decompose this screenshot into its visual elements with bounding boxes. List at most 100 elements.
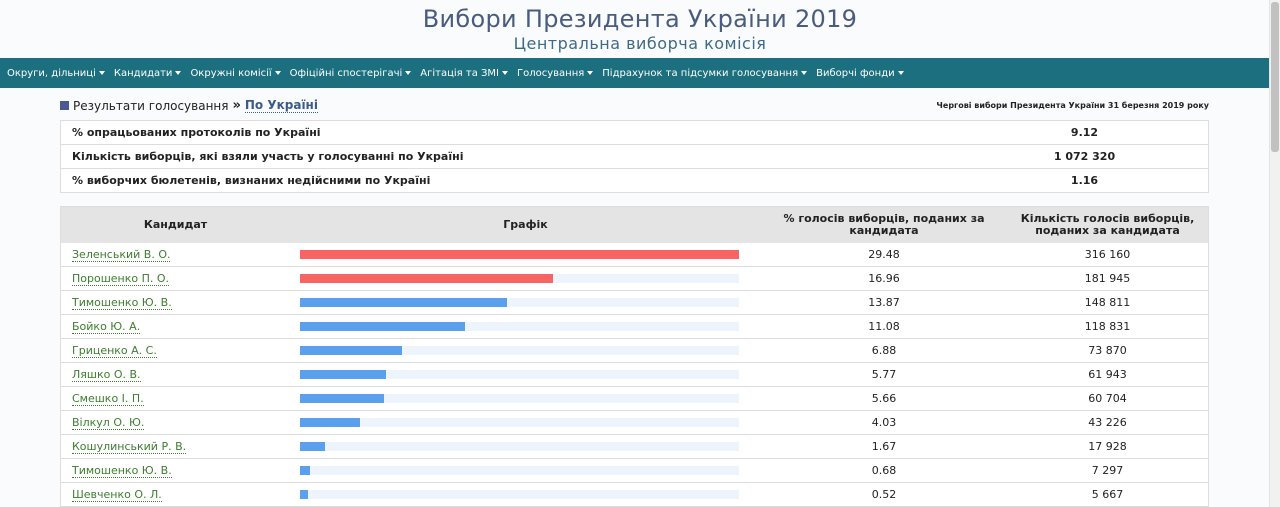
summary-label: % опрацьованих протоколів по Україні	[60, 120, 961, 145]
page-title: Вибори Президента України 2019	[422, 5, 858, 33]
votes-cell: 181 945	[1007, 266, 1209, 291]
nav-item-voting[interactable]: Голосування	[517, 67, 594, 79]
candidate-link[interactable]: Смешко І. П.	[72, 392, 144, 406]
candidate-link[interactable]: Гриценко А. С.	[72, 344, 157, 358]
candidate-link[interactable]: Тимошенко Ю. В.	[72, 464, 172, 478]
chevron-down-icon	[502, 71, 508, 75]
candidate-cell: Ляшко О. В.	[60, 362, 290, 387]
bar-fill	[300, 346, 403, 355]
nav-item-observers[interactable]: Офіційні спостерігачі	[290, 68, 412, 79]
table-row: Кошулинський Р. В. 1.67 17 928	[60, 434, 1209, 459]
summary-label: % виборчих бюлетенів, визнаних недійсним…	[60, 168, 961, 193]
nav-item-label: Агітація та ЗМІ	[420, 67, 499, 79]
candidate-cell: Вілкул О. Ю.	[60, 410, 290, 435]
percent-cell: 0.52	[761, 482, 1007, 507]
candidate-link[interactable]: Вілкул О. Ю.	[72, 416, 145, 430]
chart-cell	[290, 362, 761, 387]
bar-fill	[300, 298, 507, 307]
table-row: Ляшко О. В. 5.77 61 943	[60, 362, 1209, 387]
candidate-link[interactable]: Тимошенко Ю. В.	[72, 296, 172, 310]
candidate-cell: Бойко Ю. А.	[60, 314, 290, 339]
vertical-scrollbar[interactable]	[1269, 0, 1280, 507]
votes-cell: 316 160	[1007, 243, 1209, 267]
candidate-link[interactable]: Шевченко О. Л.	[72, 488, 162, 502]
table-row: Зеленський В. О. 29.48 316 160	[60, 243, 1209, 267]
candidate-link[interactable]: Порошенко П. О.	[72, 272, 170, 286]
chart-cell	[290, 458, 761, 483]
percent-cell: 11.08	[761, 314, 1007, 339]
nav-item-district-commissions[interactable]: Окружні комісії	[190, 68, 281, 79]
summary-value: 1 072 320	[961, 144, 1209, 169]
header-chart: Графік	[290, 206, 761, 243]
header-votes: Кількість голосів виборців, поданих за к…	[1007, 206, 1209, 243]
breadcrumb-separator: »	[232, 98, 241, 113]
candidate-link[interactable]: Ляшко О. В.	[72, 368, 141, 382]
nav-item-districts[interactable]: Округи, дільниці	[7, 68, 105, 79]
percent-cell: 5.77	[761, 362, 1007, 387]
chart-cell	[290, 410, 761, 435]
candidate-cell: Зеленський В. О.	[60, 243, 290, 267]
votes-cell: 43 226	[1007, 410, 1209, 435]
table-row: Смешко І. П. 5.66 60 704	[60, 386, 1209, 411]
table-row: Вілкул О. Ю. 4.03 43 226	[60, 410, 1209, 435]
nav-item-label: Виборчі фонди	[816, 67, 895, 79]
bar-track	[300, 418, 739, 427]
summary-row: % опрацьованих протоколів по Україні 9.1…	[60, 120, 1209, 145]
candidate-cell: Гриценко А. С.	[60, 338, 290, 363]
chart-cell	[290, 434, 761, 459]
candidate-cell: Смешко І. П.	[60, 386, 290, 411]
votes-cell: 73 870	[1007, 338, 1209, 363]
bar-fill	[300, 466, 311, 475]
candidate-cell: Порошенко П. О.	[60, 266, 290, 291]
chart-cell	[290, 266, 761, 291]
bar-fill	[300, 394, 385, 403]
percent-cell: 6.88	[761, 338, 1007, 363]
bar-track	[300, 250, 739, 259]
chevron-down-icon	[897, 71, 904, 75]
votes-cell: 5 667	[1007, 482, 1209, 507]
nav-item-counting-results[interactable]: Підрахунок та підсумки голосування	[602, 67, 808, 79]
nav-item-label: Підрахунок та підсумки голосування	[602, 67, 799, 79]
chevron-down-icon	[274, 71, 281, 75]
votes-cell: 118 831	[1007, 314, 1209, 339]
scrollbar-thumb[interactable]	[1271, 2, 1279, 152]
breadcrumb: Результати голосування » По Україні	[60, 98, 318, 113]
election-note: Чергові вибори Президента України 31 бер…	[936, 101, 1209, 110]
bar-fill	[300, 490, 308, 499]
votes-cell: 148 811	[1007, 290, 1209, 315]
nav-item-candidates[interactable]: Кандидати	[114, 68, 182, 79]
nav-item-election-funds[interactable]: Виборчі фонди	[816, 67, 904, 79]
header-percent: % голосів виборців, поданих за кандидата	[761, 206, 1007, 243]
candidate-link[interactable]: Кошулинський Р. В.	[72, 440, 187, 454]
percent-cell: 16.96	[761, 266, 1007, 291]
chevron-down-icon	[175, 71, 182, 75]
candidate-cell: Шевченко О. Л.	[60, 482, 290, 507]
candidate-cell: Кошулинський Р. В.	[60, 434, 290, 459]
candidate-link[interactable]: Зеленський В. О.	[72, 248, 171, 262]
percent-cell: 0.68	[761, 458, 1007, 483]
chart-cell	[290, 338, 761, 363]
nav-item-campaign-media[interactable]: Агітація та ЗМІ	[420, 68, 508, 79]
summary-table: % опрацьованих протоколів по Україні 9.1…	[60, 120, 1209, 193]
bar-track	[300, 322, 739, 331]
bar-fill	[300, 442, 325, 451]
chart-cell	[290, 314, 761, 339]
percent-cell: 1.67	[761, 434, 1007, 459]
chevron-down-icon	[405, 71, 412, 75]
breadcrumb-ukraine-link[interactable]: По Україні	[244, 98, 318, 113]
bar-fill	[300, 370, 386, 379]
nav-item-label: Голосування	[517, 67, 585, 79]
main-nav: Округи, дільниці Кандидати Окружні коміс…	[0, 58, 1269, 88]
bar-track	[300, 394, 739, 403]
bar-fill	[300, 322, 465, 331]
votes-cell: 60 704	[1007, 386, 1209, 411]
votes-cell: 61 943	[1007, 362, 1209, 387]
chevron-down-icon	[587, 71, 594, 75]
chevron-down-icon	[801, 71, 808, 75]
bar-fill	[300, 418, 360, 427]
square-bullet-icon	[60, 101, 69, 110]
results-header-row: Кандидат Графік % голосів виборців, пода…	[60, 206, 1209, 243]
bar-track	[300, 274, 739, 283]
candidate-link[interactable]: Бойко Ю. А.	[72, 320, 141, 334]
header-candidate: Кандидат	[60, 206, 290, 243]
